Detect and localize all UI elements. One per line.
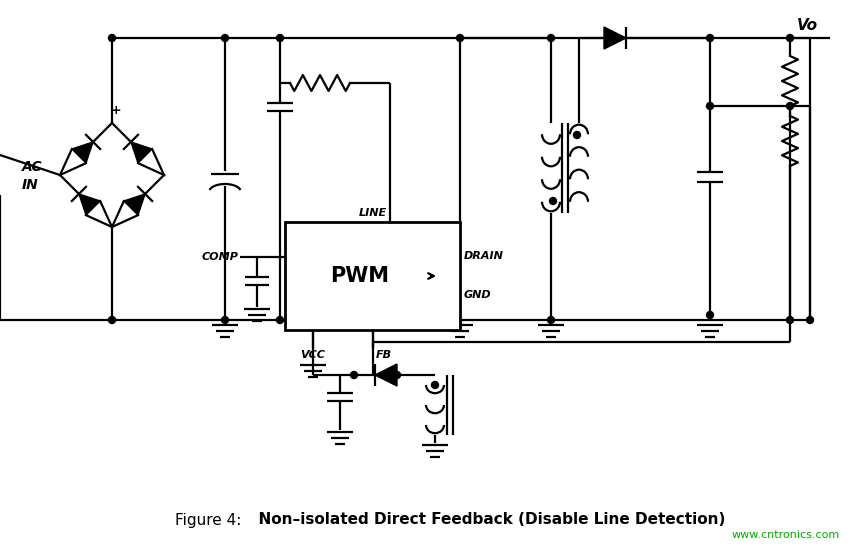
Circle shape <box>456 35 463 42</box>
Circle shape <box>221 35 229 42</box>
Circle shape <box>547 317 554 323</box>
Text: PWM: PWM <box>330 266 389 286</box>
Text: VCC: VCC <box>300 350 325 360</box>
Circle shape <box>276 35 283 42</box>
Circle shape <box>547 35 554 42</box>
Circle shape <box>108 35 115 42</box>
Text: LINE: LINE <box>358 208 386 218</box>
Text: Vo: Vo <box>796 18 817 33</box>
Circle shape <box>431 382 438 389</box>
Circle shape <box>786 317 792 323</box>
Circle shape <box>221 317 229 323</box>
Polygon shape <box>124 194 145 215</box>
Circle shape <box>705 311 712 318</box>
Circle shape <box>786 103 792 109</box>
Circle shape <box>350 372 357 378</box>
Text: www.cntronics.com: www.cntronics.com <box>731 530 839 540</box>
Text: GND: GND <box>463 290 491 300</box>
Polygon shape <box>72 142 93 163</box>
Circle shape <box>108 317 115 323</box>
Polygon shape <box>374 364 397 386</box>
Circle shape <box>705 35 712 42</box>
Text: FB: FB <box>375 350 392 360</box>
Text: IN: IN <box>22 178 38 192</box>
Text: Non–isolated Direct Feedback (Disable Line Detection): Non–isolated Direct Feedback (Disable Li… <box>247 513 724 528</box>
Circle shape <box>393 372 400 378</box>
Circle shape <box>276 317 283 323</box>
Text: AC: AC <box>22 160 43 174</box>
Circle shape <box>786 35 792 42</box>
Circle shape <box>548 198 556 204</box>
Circle shape <box>705 103 712 109</box>
Text: Figure 4:: Figure 4: <box>175 513 241 528</box>
Text: +: + <box>111 104 121 117</box>
Polygon shape <box>603 27 625 49</box>
Text: DRAIN: DRAIN <box>463 251 503 261</box>
Bar <box>285 222 460 330</box>
Circle shape <box>573 132 580 138</box>
Text: COMP: COMP <box>201 252 238 262</box>
Circle shape <box>805 317 813 323</box>
Polygon shape <box>131 142 152 163</box>
Polygon shape <box>78 194 100 215</box>
